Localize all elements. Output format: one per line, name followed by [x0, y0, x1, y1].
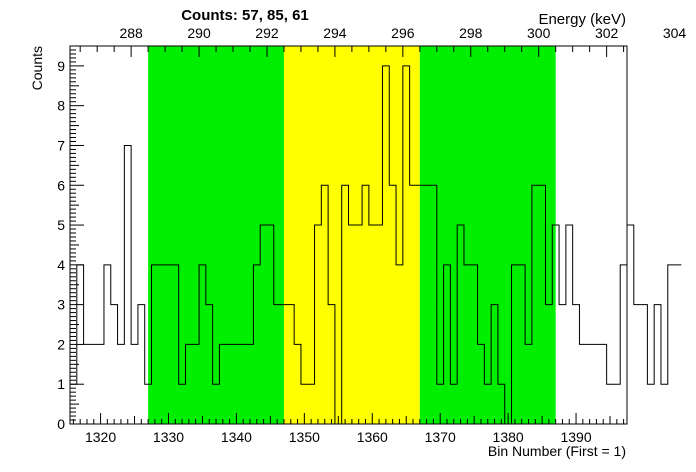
energy-tick-label: 304 — [663, 25, 687, 41]
histogram-line — [70, 65, 682, 425]
x-tick-label: 1380 — [493, 429, 524, 445]
y-tick-label: 8 — [57, 98, 65, 114]
energy-tick-label: 296 — [391, 25, 415, 41]
y-axis-label: Counts — [29, 46, 45, 90]
region-background-right — [419, 46, 556, 424]
energy-tick-label: 300 — [527, 25, 551, 41]
y-tick-label: 4 — [57, 257, 65, 273]
energy-tick-label: 288 — [119, 25, 143, 41]
y-tick-label: 3 — [57, 297, 65, 313]
y-tick-label: 7 — [57, 137, 65, 153]
x-tick-label: 1340 — [221, 429, 252, 445]
regions-layer — [148, 46, 556, 424]
x-tick-label: 1330 — [153, 429, 184, 445]
energy-tick-label: 294 — [323, 25, 347, 41]
y-tick-label: 1 — [57, 376, 65, 392]
chart-title: Counts: 57, 85, 61 — [181, 7, 309, 24]
energy-tick-label: 298 — [459, 25, 483, 41]
region-peak — [283, 46, 420, 424]
x-axis-label: Bin Number (First = 1) — [488, 443, 626, 459]
x-tick-label: 1320 — [85, 429, 116, 445]
y-tick-label: 2 — [57, 336, 65, 352]
x-tick-label: 1360 — [357, 429, 388, 445]
energy-tick-label: 302 — [595, 25, 619, 41]
y-tick-label: 6 — [57, 177, 65, 193]
ticks-layer: 1320 1330 1340 1350 1360 1370 1380 1390 0 1 2 3 4 5 6 7… — [57, 25, 686, 445]
x-tick-label: 1350 — [289, 429, 320, 445]
region-background-left — [148, 46, 284, 424]
x-tick-label: 1370 — [425, 429, 456, 445]
y-tick-label: 9 — [57, 58, 65, 74]
y-tick-label: 0 — [57, 416, 65, 432]
histogram-layer — [70, 65, 682, 425]
top-axis-label: Energy (keV) — [538, 11, 626, 28]
y-tick-label: 5 — [57, 217, 65, 233]
energy-tick-label: 292 — [255, 25, 279, 41]
energy-tick-label: 290 — [187, 25, 211, 41]
x-tick-label: 1390 — [560, 429, 591, 445]
plot-frame — [69, 45, 628, 425]
